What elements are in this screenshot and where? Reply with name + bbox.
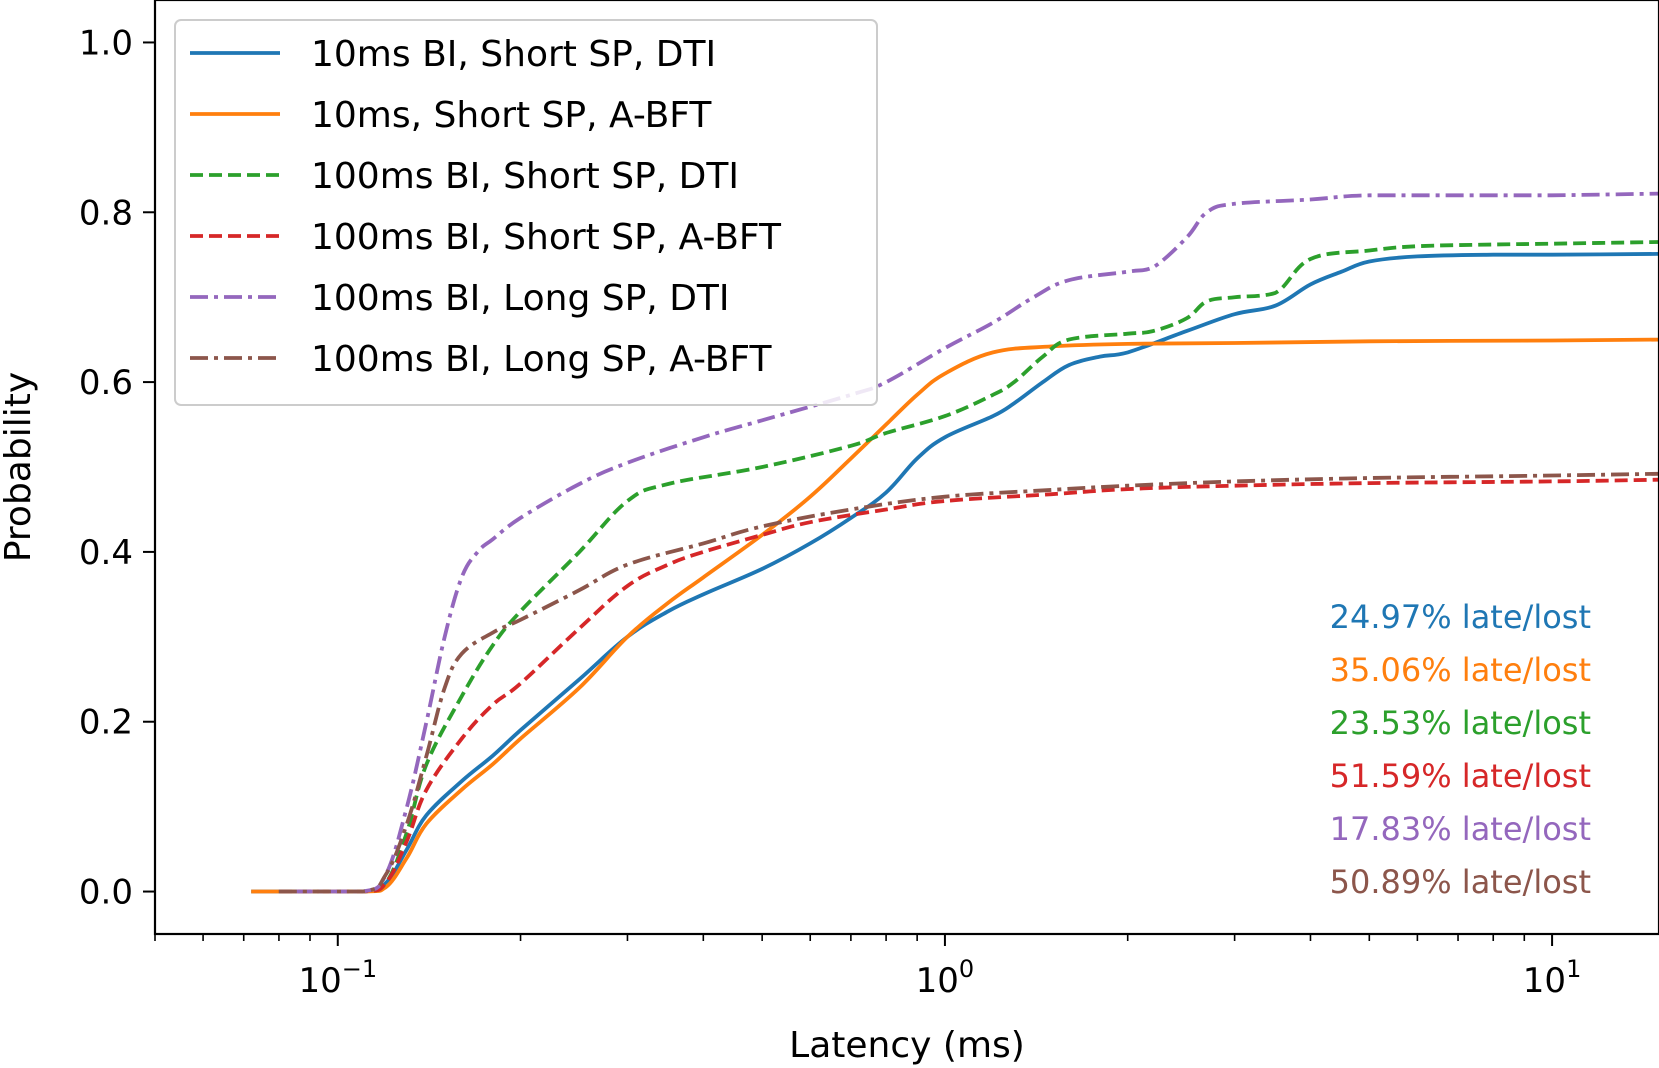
y-tick-labels: 0.0 0.2 0.4 0.6 0.8 1.0 [79,23,133,912]
legend-label-1: 10ms BI, Short SP, DTI [311,34,716,75]
legend-label-5: 100ms BI, Long SP, DTI [311,278,730,319]
y-tick-label: 0.4 [79,533,133,573]
legend-label-2: 10ms, Short SP, A-BFT [311,95,712,136]
annotation-late-lost-6: 50.89% late/lost [1330,863,1591,901]
x-tick-label: 10−1 [298,955,377,1001]
late-lost-annotations: 24.97% late/lost 35.06% late/lost 23.53% l… [1330,598,1591,901]
annotation-late-lost-3: 23.53% late/lost [1330,704,1591,742]
x-tick-label: 100 [916,955,975,1001]
x-tick-label: 101 [1523,955,1582,1001]
legend-label-3: 100ms BI, Short SP, DTI [311,156,739,197]
series-line-2 [251,337,1659,894]
x-tick-labels: 10−1 100 101 [298,955,1581,1001]
x-axis-title: Latency (ms) [789,1025,1025,1066]
legend-box [174,19,878,406]
series-line-3 [278,240,1659,894]
y-tick-label: 0.0 [79,873,133,913]
legend-label-6: 100ms BI, Long SP, A-BFT [311,339,773,380]
y-tick-label: 1.0 [79,23,133,63]
y-tick-label: 0.8 [79,193,133,233]
legend: 10ms BI, Short SP, DTI 10ms, Short SP, A-… [174,19,878,406]
y-axis-title: Probability [0,372,39,562]
annotation-late-lost-2: 35.06% late/lost [1330,651,1591,689]
annotation-late-lost-1: 24.97% late/lost [1330,598,1591,636]
annotation-late-lost-4: 51.59% late/lost [1330,757,1591,795]
y-tick-label: 0.2 [79,703,133,743]
y-tick-label: 0.6 [79,363,133,403]
annotation-late-lost-5: 17.83% late/lost [1330,810,1591,848]
series-line-4 [278,477,1659,894]
series-line-1 [251,252,1659,894]
legend-label-4: 100ms BI, Short SP, A-BFT [311,217,782,258]
tick-marks [143,41,1554,946]
plot-frame [153,0,1659,936]
series-line-6 [278,471,1659,894]
